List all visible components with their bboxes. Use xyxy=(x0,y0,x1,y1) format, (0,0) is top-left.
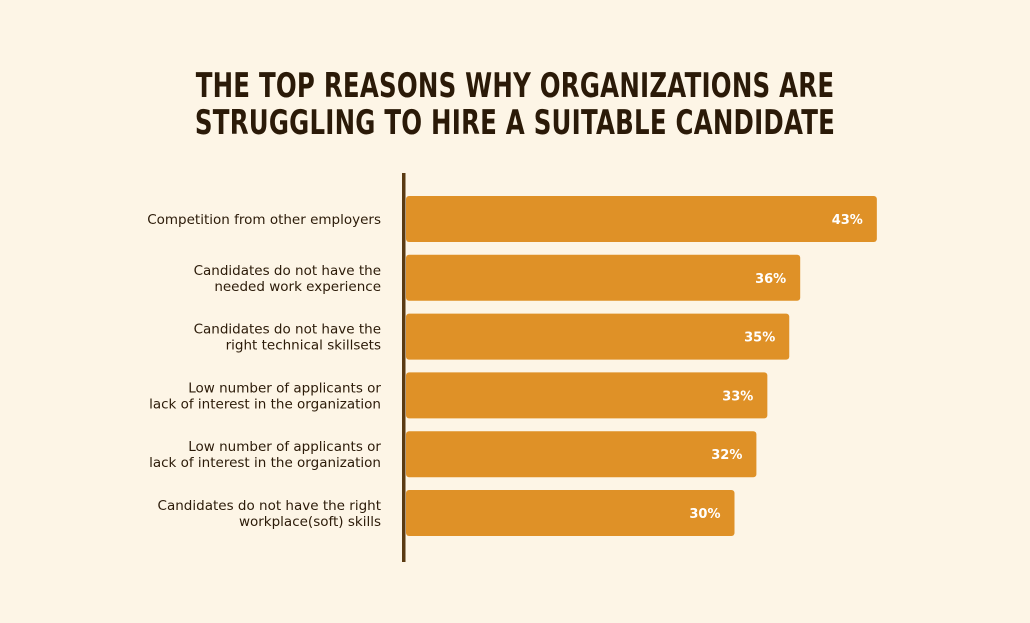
category-label-line: needed work experience xyxy=(214,279,381,295)
category-label-6: Candidates do not have the right workplac… xyxy=(158,498,381,530)
category-label-line: Candidates do not have the xyxy=(194,322,381,338)
bar-5 xyxy=(406,431,757,478)
category-label-line: Low number of applicants or xyxy=(188,380,381,396)
value-label-4: 33% xyxy=(722,389,753,404)
value-label-6: 30% xyxy=(689,507,720,522)
value-label-2: 36% xyxy=(755,272,786,287)
category-label-4: Low number of applicants or lack of inter… xyxy=(149,380,381,412)
category-label-3: Candidates do not have the right technica… xyxy=(194,322,381,354)
category-label-line: Candidates do not have the right xyxy=(158,498,381,514)
category-label-line: lack of interest in the organization xyxy=(149,396,381,412)
bar-6 xyxy=(406,490,735,536)
bar-1 xyxy=(406,196,877,242)
category-label-5: Low number of applicants or lack of inter… xyxy=(149,439,381,471)
y-axis-line xyxy=(402,173,406,562)
category-label-line: Competition from other employers xyxy=(147,212,381,228)
bar-2 xyxy=(406,254,801,301)
category-label-line: right technical skillsets xyxy=(226,338,381,354)
chart-title-line-1: THE TOP REASONS WHY ORGANIZATIONS ARE xyxy=(195,66,835,106)
chart-title: THE TOP REASONS WHY ORGANIZATIONS ARE ST… xyxy=(144,68,886,142)
bar-3 xyxy=(406,313,790,360)
chart-title-line-2: STRUGGLING TO HIRE A SUITABLE CANDIDATE xyxy=(194,103,836,143)
value-label-1: 43% xyxy=(832,213,863,228)
category-label-line: lack of interest in the organization xyxy=(149,455,381,471)
category-label-2: Candidates do not have the needed work ex… xyxy=(194,263,381,295)
category-label-line: workplace(soft) skills xyxy=(239,514,381,530)
category-label-1: Competition from other employers xyxy=(147,212,381,228)
category-label-line: Candidates do not have the xyxy=(194,263,381,279)
value-label-3: 35% xyxy=(744,331,775,346)
bar-4 xyxy=(406,372,768,419)
category-label-line: Low number of applicants or xyxy=(188,439,381,455)
value-label-5: 32% xyxy=(711,448,742,463)
